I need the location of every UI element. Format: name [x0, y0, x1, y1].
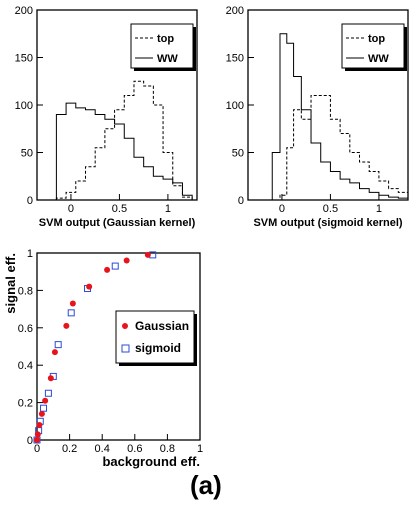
x-tick-label: 0.8	[160, 443, 175, 455]
x-tick-label: 0.4	[95, 443, 110, 455]
histogram-series-ww	[271, 33, 409, 200]
y-tick-label: 100	[226, 100, 244, 112]
gaussian-point	[51, 349, 58, 356]
legend-marker-gaussian	[122, 323, 128, 329]
gaussian-point	[36, 422, 43, 429]
legend-marker-sigmoid	[121, 344, 130, 353]
histogram-series-ww	[46, 102, 193, 201]
y-tick-label: 0	[27, 435, 33, 447]
y-tick-label: 0.4	[18, 360, 33, 372]
x-axis-label: SVM output (sigmoid kernel)	[253, 217, 402, 229]
x-tick-label: 0.6	[127, 443, 142, 455]
sigmoid-point	[67, 309, 75, 317]
chart-1: 0 50 100 150 200 0 0.5 1 SVM output (Gaussian ke…	[15, 5, 198, 229]
legend-label-sigmoid: sigmoid	[135, 341, 181, 355]
y-tick-label: 200	[226, 5, 244, 17]
histogram-series-top	[272, 95, 409, 201]
x-tick-label: 0.5	[112, 203, 127, 215]
panel-label: (a)	[190, 470, 222, 500]
x-tick-label: 0	[34, 443, 40, 455]
legend-label-gaussian: Gaussian	[135, 319, 189, 333]
x-tick-label: 1	[376, 203, 382, 215]
gaussian-point	[34, 431, 41, 438]
gaussian-point	[86, 283, 93, 290]
y-tick-label: 0.8	[18, 285, 33, 297]
x-axis-label: SVM output (Gaussian kernel)	[39, 217, 196, 229]
gaussian-point	[104, 266, 111, 273]
sigmoid-point	[54, 341, 62, 349]
sigmoid-point	[44, 389, 52, 397]
legend-label-top: top	[157, 33, 174, 45]
x-tick-label: 0.5	[323, 203, 338, 215]
y-tick-label: 150	[15, 53, 33, 65]
x-tick-label: 0.2	[62, 443, 77, 455]
legend-box	[341, 23, 405, 69]
sigmoid-point	[111, 262, 119, 270]
legend-box	[115, 310, 195, 364]
gaussian-point	[47, 375, 54, 382]
histogram-series-top	[46, 80, 193, 201]
chart-2: 0 50 100 150 200 0 0.5 1 SVM output (sigmoid ker…	[226, 5, 409, 229]
gaussian-point	[34, 437, 40, 443]
sigmoid-point	[40, 404, 48, 412]
legend-label-ww: WW	[157, 53, 178, 65]
y-tick-label: 0.2	[18, 398, 33, 410]
x-tick-label: 0	[279, 203, 285, 215]
x-axis-label: background eff.	[102, 454, 200, 469]
y-tick-label: 150	[226, 53, 244, 65]
gaussian-point	[63, 322, 70, 329]
x-tick-label: 1	[165, 203, 171, 215]
gaussian-point	[42, 397, 49, 404]
y-tick-label: 0.6	[18, 323, 33, 335]
gaussian-point	[123, 257, 130, 264]
gaussian-point	[69, 300, 76, 307]
x-tick-label: 1	[197, 443, 203, 455]
y-tick-label: 100	[15, 100, 33, 112]
x-tick-label: 0	[68, 203, 74, 215]
plot-frame	[36, 252, 201, 441]
legend-label-ww: WW	[368, 53, 389, 65]
gaussian-point	[38, 410, 45, 417]
legend-box	[130, 23, 194, 69]
y-tick-label: 0	[238, 195, 244, 207]
legend-label-top: top	[368, 33, 385, 45]
y-tick-label: 200	[15, 5, 33, 17]
y-axis-label: signal eff.	[3, 253, 18, 314]
y-tick-label: 50	[21, 148, 33, 160]
y-tick-label: 1	[27, 248, 33, 260]
gaussian-point	[144, 251, 151, 258]
y-tick-label: 0	[27, 195, 33, 207]
y-tick-label: 50	[232, 148, 244, 160]
